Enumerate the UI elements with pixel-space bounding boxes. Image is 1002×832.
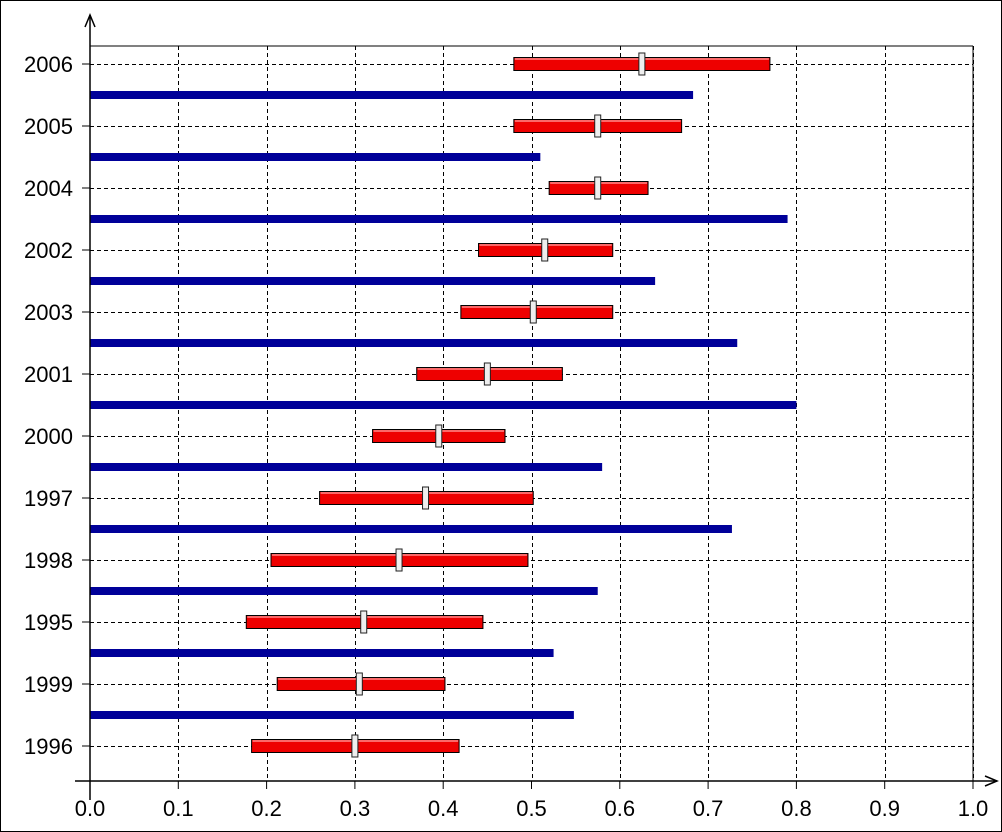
y-tick-label: 1995 (24, 610, 73, 635)
x-tick-labels: 0.0 0.1 0.2 0.3 0.4 0.5 0.6 0.7 0.8 0.9 1.0 (75, 781, 989, 821)
y-tick-label: 2006 (24, 52, 73, 77)
y-tick-label: 1997 (24, 486, 73, 511)
y-tick-label: 2004 (24, 176, 73, 201)
median-marker (594, 114, 602, 138)
x-tick-label: 0.9 (869, 796, 900, 821)
x-tick-label: 0.4 (428, 796, 459, 821)
median-marker (594, 176, 602, 200)
x-tick-label: 0.0 (75, 796, 106, 821)
median-marker (355, 672, 363, 696)
median-marker (541, 238, 549, 262)
value-bars (90, 91, 797, 719)
y-tick-label: 2005 (24, 114, 73, 139)
median-marker (638, 52, 646, 76)
value-bar (90, 587, 598, 595)
x-tick-label: 0.2 (251, 796, 282, 821)
y-tick-label: 1999 (24, 672, 73, 697)
y-tick-label: 1996 (24, 734, 73, 759)
median-marker (395, 548, 403, 572)
y-tick-label: 2000 (24, 424, 73, 449)
x-tick-label: 0.7 (693, 796, 724, 821)
median-marker (483, 362, 491, 386)
value-bar (90, 153, 541, 161)
value-bar (90, 339, 738, 347)
value-bar (90, 463, 603, 471)
median-marker (529, 300, 537, 324)
median-marker (351, 734, 359, 758)
x-tick-label: 0.3 (340, 796, 371, 821)
value-bar (90, 649, 554, 657)
value-bar (90, 711, 574, 719)
y-tick-label: 1998 (24, 548, 73, 573)
value-bar (90, 215, 788, 223)
y-tick-labels: 2006 2005 2004 2002 2003 2001 2000 1997 1998 1995… (24, 52, 90, 759)
x-tick-label: 0.1 (163, 796, 194, 821)
value-bar (90, 401, 797, 409)
y-axis-arrow (84, 13, 96, 28)
x-tick-label: 0.8 (781, 796, 812, 821)
y-tick-label: 2001 (24, 362, 73, 387)
value-bar (90, 91, 694, 99)
median-marker (360, 610, 368, 634)
range-bars (245, 52, 771, 758)
axes (75, 13, 999, 800)
median-marker (422, 486, 430, 510)
x-tick-label: 0.6 (605, 796, 636, 821)
x-axis-arrow (984, 775, 999, 787)
median-marker (435, 424, 443, 448)
x-tick-label: 0.5 (516, 796, 547, 821)
y-tick-label: 2002 (24, 238, 73, 263)
x-tick-label: 1.0 (958, 796, 989, 821)
value-bar (90, 525, 732, 533)
value-bar (90, 277, 656, 285)
range-bar (460, 305, 614, 319)
y-tick-label: 2003 (24, 300, 73, 325)
